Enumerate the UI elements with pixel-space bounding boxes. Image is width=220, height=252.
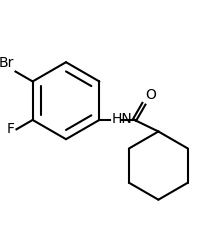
Text: F: F bbox=[7, 122, 15, 136]
Text: Br: Br bbox=[0, 56, 15, 71]
Text: HN: HN bbox=[112, 112, 133, 126]
Text: O: O bbox=[146, 88, 156, 102]
